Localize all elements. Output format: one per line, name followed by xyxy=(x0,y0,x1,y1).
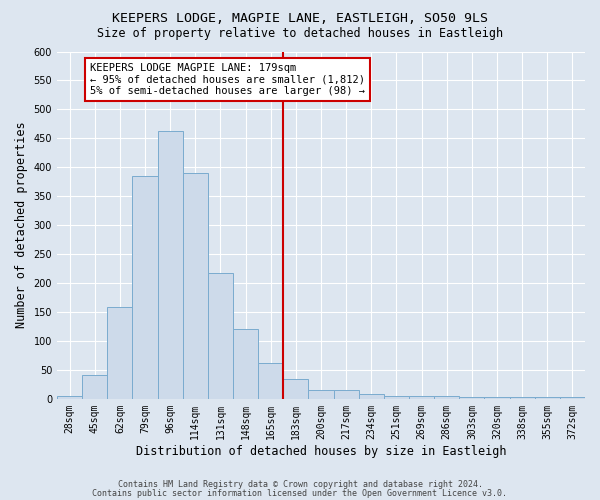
Bar xyxy=(208,273,233,399)
Bar xyxy=(158,132,183,399)
Bar xyxy=(133,176,158,399)
Text: Size of property relative to detached houses in Eastleigh: Size of property relative to detached ho… xyxy=(97,28,503,40)
Text: KEEPERS LODGE, MAGPIE LANE, EASTLEIGH, SO50 9LS: KEEPERS LODGE, MAGPIE LANE, EASTLEIGH, S… xyxy=(112,12,488,26)
Bar xyxy=(233,330,258,399)
Bar xyxy=(434,396,459,399)
Text: KEEPERS LODGE MAGPIE LANE: 179sqm
← 95% of detached houses are smaller (1,812)
5: KEEPERS LODGE MAGPIE LANE: 179sqm ← 95% … xyxy=(90,63,365,96)
Bar xyxy=(107,308,133,399)
Bar xyxy=(308,390,334,399)
X-axis label: Distribution of detached houses by size in Eastleigh: Distribution of detached houses by size … xyxy=(136,444,506,458)
Bar xyxy=(334,390,359,399)
Bar xyxy=(57,396,82,399)
Bar xyxy=(509,397,535,399)
Bar xyxy=(183,173,208,399)
Bar xyxy=(82,374,107,399)
Bar xyxy=(258,363,283,399)
Bar xyxy=(535,397,560,399)
Bar xyxy=(359,394,384,399)
Bar xyxy=(384,396,409,399)
Bar xyxy=(560,397,585,399)
Bar xyxy=(484,397,509,399)
Text: Contains HM Land Registry data © Crown copyright and database right 2024.: Contains HM Land Registry data © Crown c… xyxy=(118,480,482,489)
Text: Contains public sector information licensed under the Open Government Licence v3: Contains public sector information licen… xyxy=(92,489,508,498)
Bar xyxy=(283,378,308,399)
Bar xyxy=(409,396,434,399)
Y-axis label: Number of detached properties: Number of detached properties xyxy=(15,122,28,328)
Bar xyxy=(459,397,484,399)
